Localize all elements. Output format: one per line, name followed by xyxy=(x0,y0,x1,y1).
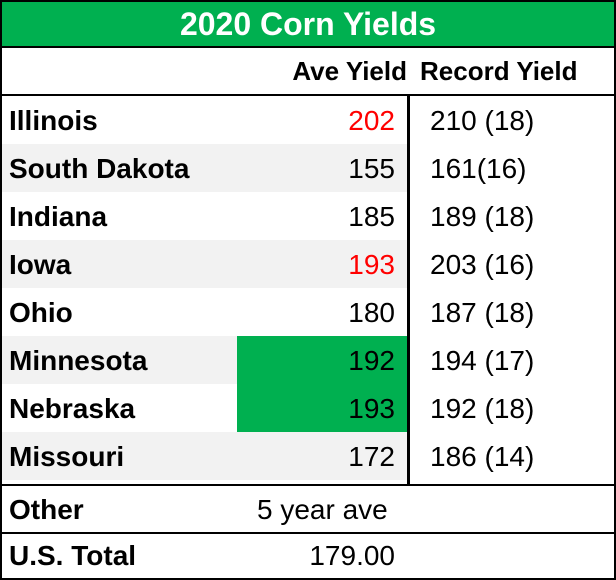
table-row: Ohio 180 187 (18) xyxy=(2,288,614,336)
state-rows: Illinois 202 210 (18) South Dakota 155 1… xyxy=(2,96,614,484)
ave-yield: 155 xyxy=(348,153,395,184)
state-name: Nebraska xyxy=(9,393,136,424)
total-label: U.S. Total xyxy=(9,540,137,571)
ave-cell-bg xyxy=(237,336,407,384)
record-yield: 161(16) xyxy=(430,153,527,184)
state-name: South Dakota xyxy=(9,153,190,184)
record-yield: 187 (18) xyxy=(430,297,535,328)
ave-yield: 193 xyxy=(348,249,395,280)
table-row: South Dakota 155 161(16) xyxy=(2,144,614,192)
ave-yield: 193 xyxy=(348,393,395,424)
header-record-yield: Record Yield xyxy=(420,56,578,86)
total-row: U.S. Total 179.00 xyxy=(2,532,614,578)
record-yield: 186 (14) xyxy=(430,441,535,472)
ave-yield: 172 xyxy=(348,441,395,472)
table-row: Minnesota 192 194 (17) xyxy=(2,336,614,384)
state-name: Iowa xyxy=(9,249,72,280)
table-row: Illinois 202 210 (18) xyxy=(2,96,614,144)
ave-yield: 202 xyxy=(348,105,395,136)
table-title: 2020 Corn Yields xyxy=(2,2,614,48)
record-yield: 189 (18) xyxy=(430,201,535,232)
total-value: 179.00 xyxy=(309,540,395,571)
record-yield: 192 (18) xyxy=(430,393,535,424)
record-yield: 203 (16) xyxy=(430,249,535,280)
other-value: 5 year ave xyxy=(257,494,388,525)
state-name: Illinois xyxy=(9,105,98,136)
state-name: Ohio xyxy=(9,297,73,328)
ave-yield: 180 xyxy=(348,297,395,328)
column-divider xyxy=(407,96,410,484)
other-row: Other 5 year ave xyxy=(2,484,614,534)
state-name: Minnesota xyxy=(9,345,148,376)
header-row: Ave Yield Record Yield xyxy=(2,48,614,96)
table-row: Indiana 185 189 (18) xyxy=(2,192,614,240)
table-row: Iowa 193 203 (16) xyxy=(2,240,614,288)
ave-yield: 192 xyxy=(348,345,395,376)
state-name: Indiana xyxy=(9,201,108,232)
ave-yield: 185 xyxy=(348,201,395,232)
other-label: Other xyxy=(9,494,84,525)
ave-cell-bg xyxy=(237,384,407,432)
record-yield: 210 (18) xyxy=(430,105,535,136)
table-row: Nebraska 193 192 (18) xyxy=(2,384,614,432)
header-ave-yield: Ave Yield xyxy=(292,56,407,86)
table-row: Missouri 172 186 (14) xyxy=(2,432,614,480)
state-name: Missouri xyxy=(9,441,125,472)
record-yield: 194 (17) xyxy=(430,345,535,376)
